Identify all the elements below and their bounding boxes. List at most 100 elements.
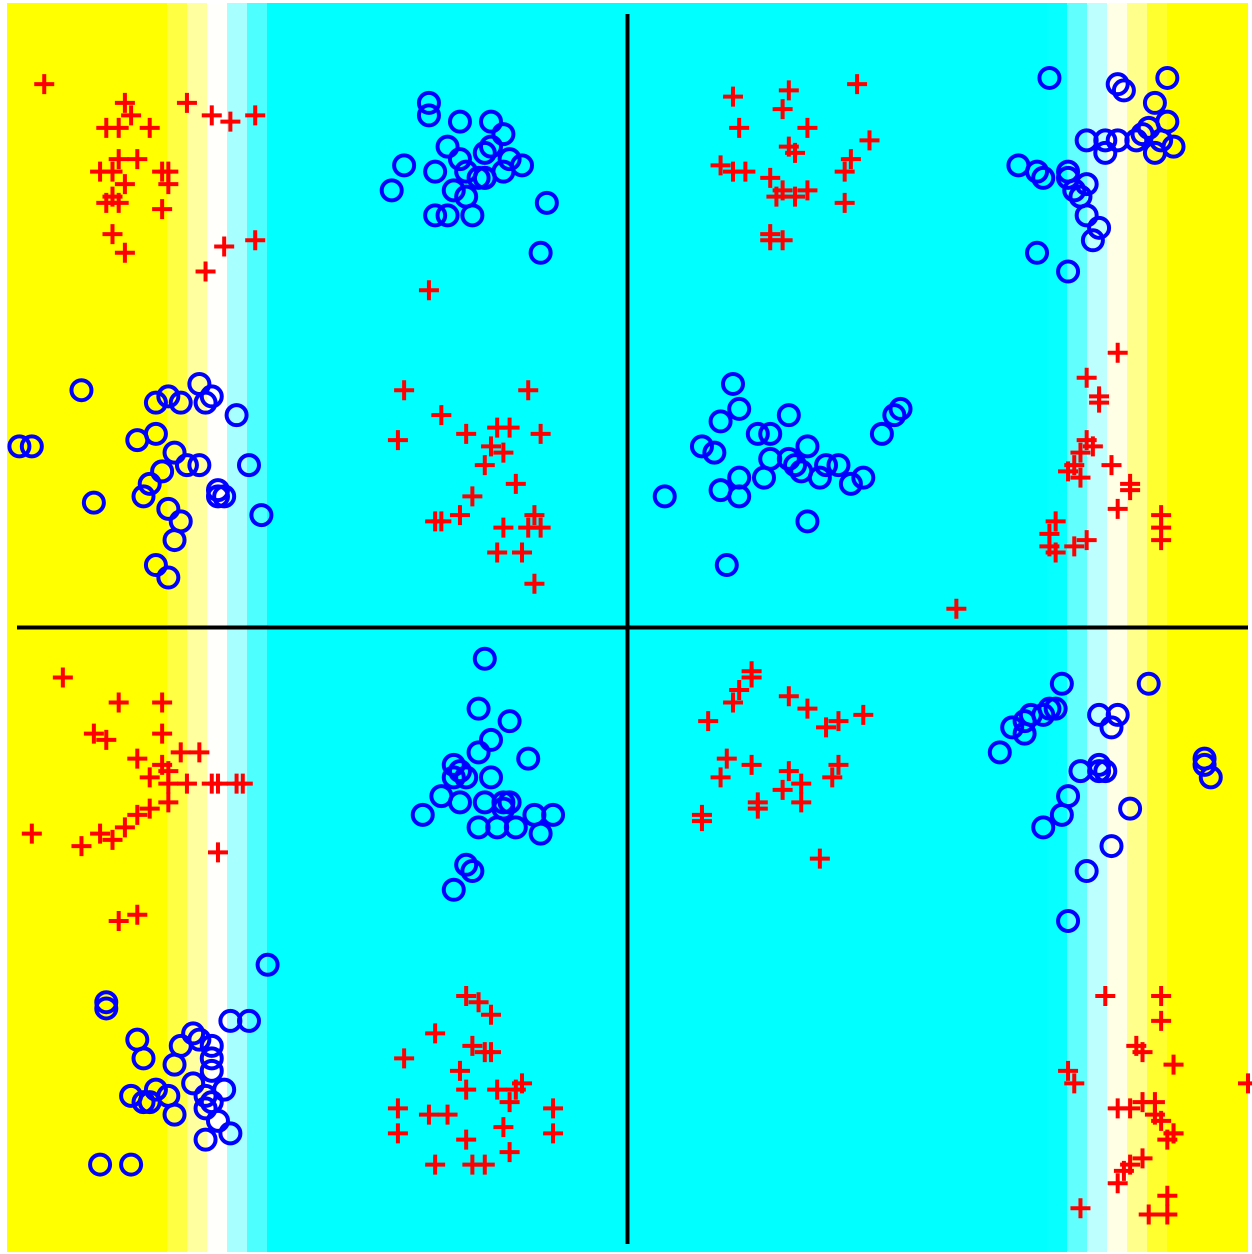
plus-marker <box>543 1098 564 1119</box>
plus-marker <box>108 911 129 932</box>
plus-marker <box>96 729 117 750</box>
circle-marker <box>19 434 44 459</box>
circle-marker <box>516 746 541 771</box>
circle-marker <box>720 371 745 396</box>
circle-marker <box>447 147 472 172</box>
circle-marker <box>1136 115 1161 140</box>
circle-marker <box>454 852 479 877</box>
circle-marker <box>174 453 199 478</box>
plus-marker <box>1151 1010 1172 1031</box>
plus-marker <box>816 717 837 738</box>
plus-marker <box>543 1123 564 1144</box>
plus-marker <box>1163 1054 1184 1075</box>
circle-marker <box>528 821 553 846</box>
circle-marker <box>162 440 187 465</box>
plus-marker <box>797 698 818 719</box>
plus-marker <box>462 486 483 507</box>
circle-marker <box>435 203 460 228</box>
plus-marker <box>437 1104 458 1125</box>
plus-marker <box>114 174 135 195</box>
circle-marker <box>249 503 274 528</box>
circle-marker <box>441 877 466 902</box>
circle-marker <box>814 453 839 478</box>
circle-marker <box>472 140 497 165</box>
circle-marker <box>131 484 156 509</box>
circle-marker <box>181 1021 206 1046</box>
plus-marker <box>722 86 743 107</box>
circle-marker <box>783 453 808 478</box>
plus-marker <box>487 1079 508 1100</box>
plus-marker <box>220 111 241 132</box>
plus-marker <box>1064 536 1085 557</box>
plus-marker <box>1101 455 1122 476</box>
circle-marker <box>1105 702 1130 727</box>
circle-marker <box>652 484 677 509</box>
circle-marker <box>131 1090 156 1115</box>
plus-marker <box>1045 542 1066 563</box>
plus-marker <box>108 149 129 170</box>
circle-marker <box>1074 128 1099 153</box>
plus-marker <box>425 1154 446 1175</box>
plus-marker <box>158 792 179 813</box>
circle-marker <box>1080 228 1105 253</box>
plus-marker <box>195 261 216 282</box>
circle-marker <box>1049 802 1074 827</box>
plus-marker <box>1157 1185 1178 1206</box>
plus-marker <box>859 130 880 151</box>
circle-marker <box>1049 671 1074 696</box>
plus-marker <box>71 836 92 857</box>
plus-marker <box>83 723 104 744</box>
circle-marker <box>137 471 162 496</box>
plus-marker <box>760 230 781 251</box>
plus-marker <box>152 723 173 744</box>
plus-marker <box>1107 342 1128 363</box>
plus-marker <box>102 161 123 182</box>
circle-marker <box>143 421 168 446</box>
circle-marker <box>1031 165 1056 190</box>
data-points <box>7 65 1252 1225</box>
circle-marker <box>534 190 559 215</box>
plus-marker <box>741 667 762 688</box>
plus-marker <box>152 692 173 713</box>
circle-marker <box>1142 90 1167 115</box>
plus-marker <box>468 992 489 1013</box>
plus-marker <box>245 230 266 251</box>
circle-marker <box>745 421 770 446</box>
circle-marker <box>441 752 466 777</box>
circle-marker <box>379 178 404 203</box>
circle-marker <box>199 1046 224 1071</box>
circle-marker <box>714 553 739 578</box>
circle-marker <box>94 996 119 1021</box>
circle-marker <box>888 396 913 421</box>
circle-marker <box>447 109 472 134</box>
plus-marker <box>114 817 135 838</box>
plus-marker <box>108 117 129 138</box>
plus-marker <box>139 798 160 819</box>
circle-marker <box>1062 178 1087 203</box>
plus-marker <box>474 1154 495 1175</box>
plus-marker <box>480 1004 501 1025</box>
circle-marker <box>497 147 522 172</box>
plus-marker <box>418 280 439 301</box>
plus-marker <box>102 224 123 245</box>
circle-marker <box>423 203 448 228</box>
circle-marker <box>447 790 472 815</box>
circle-marker <box>236 453 261 478</box>
circle-marker <box>224 403 249 428</box>
plus-marker <box>456 423 477 444</box>
circle-marker <box>199 384 224 409</box>
plus-marker <box>114 92 135 113</box>
plus-marker <box>127 149 148 170</box>
circle-marker <box>181 1071 206 1096</box>
plus-marker <box>127 804 148 825</box>
circle-marker <box>807 465 832 490</box>
plus-marker <box>170 742 191 763</box>
circle-marker <box>435 134 460 159</box>
circle-marker <box>838 471 863 496</box>
plus-marker <box>1058 461 1079 482</box>
plus-marker <box>710 155 731 176</box>
circle-marker <box>168 390 193 415</box>
plus-marker <box>1070 467 1091 488</box>
plus-marker <box>139 767 160 788</box>
plus-marker <box>741 754 762 775</box>
